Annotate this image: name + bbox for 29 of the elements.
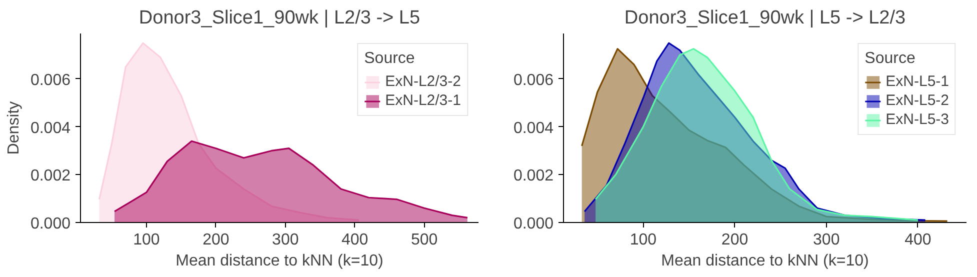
y-tick-label: 0.002 (513, 168, 554, 185)
x-tick-label: 300 (272, 232, 299, 248)
legend-label: ExN-L5-2 (886, 92, 949, 109)
chart-title: Donor3_Slice1_90wk | L5 -> L2/3 (624, 8, 906, 28)
x-tick-label: 100 (630, 232, 657, 248)
x-tick-label: 100 (133, 232, 160, 248)
chart-title: Donor3_Slice1_90wk | L2/3 -> L5 (138, 8, 420, 28)
y-tick-label: 0.000 (30, 216, 71, 232)
y-tick-label: 0.006 (513, 72, 554, 89)
y-tick-label: 0.002 (30, 168, 71, 185)
x-tick-label: 500 (410, 232, 438, 248)
y-axis-title: Density (5, 101, 22, 155)
x-tick-label: 400 (342, 232, 368, 248)
y-tick-label: 0.004 (513, 120, 554, 137)
x-axis-title: Mean distance to kNN (k=10) (176, 252, 384, 270)
x-axis-title: Mean distance to kNN (k=10) (661, 252, 869, 270)
legend-label: ExN-L5-3 (886, 111, 949, 128)
x-tick-label: 200 (721, 232, 748, 248)
x-tick-label: 400 (904, 232, 932, 248)
legend-label: ExN-L2/3-2 (385, 73, 461, 90)
x-tick-label: 200 (202, 232, 230, 248)
y-tick-label: 0.006 (30, 72, 71, 89)
y-tick-label: 0.004 (30, 120, 71, 137)
legend-title: Source (864, 50, 916, 68)
y-tick-label: 0.000 (513, 216, 554, 232)
legend-label: ExN-L5-1 (886, 73, 949, 90)
x-tick-label: 300 (813, 232, 840, 248)
legend-label: ExN-L2/3-1 (385, 92, 461, 109)
legend-title: Source (364, 50, 416, 68)
